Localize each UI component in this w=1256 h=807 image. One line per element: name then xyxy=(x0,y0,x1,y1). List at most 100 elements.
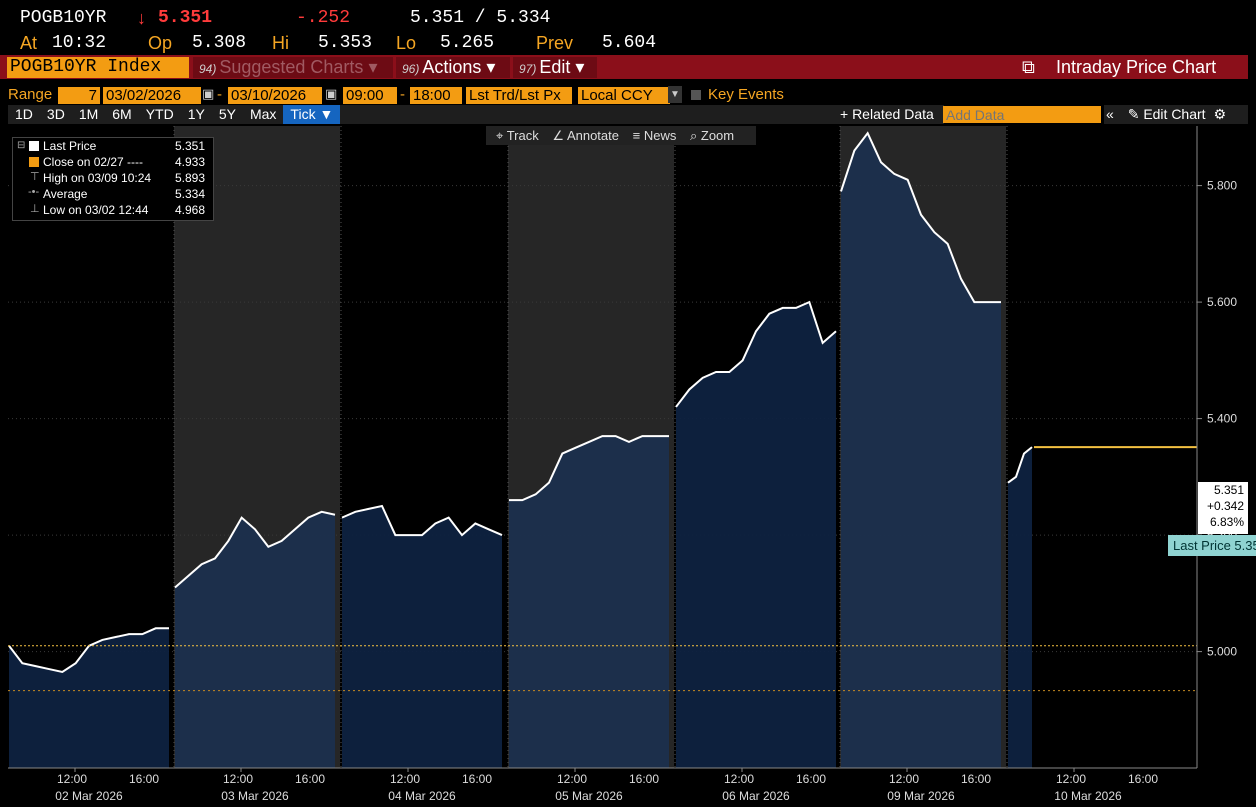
time: 10:32 xyxy=(52,33,107,53)
legend-high-value: 5.893 xyxy=(175,171,206,185)
menu-number: 97) xyxy=(519,62,537,76)
last-price-swatch xyxy=(29,141,39,151)
high-value: 5.353 xyxy=(318,33,373,53)
open-label: Op xyxy=(148,33,173,53)
zoom-icon[interactable]: ⌕ xyxy=(689,128,698,143)
period-5y[interactable]: 5Y xyxy=(218,106,236,122)
chart-legend[interactable]: ⊟ Last Price 5.351 Close on 02/27 ---- 4… xyxy=(12,137,214,221)
x-date-label: 05 Mar 2026 xyxy=(555,789,623,803)
news-button[interactable]: News xyxy=(643,128,677,143)
legend-average-label: Average xyxy=(43,187,88,201)
edit-chart-button[interactable]: Edit Chart xyxy=(1143,106,1206,122)
actions-label: Actions xyxy=(422,57,482,77)
range-label: Range xyxy=(8,86,53,103)
period-1m[interactable]: 1M xyxy=(78,106,99,122)
add-data-input[interactable] xyxy=(943,106,1101,123)
x-date-label: 04 Mar 2026 xyxy=(388,789,456,803)
annotate-button[interactable]: Annotate xyxy=(566,128,619,143)
collapse-icon[interactable]: « xyxy=(1106,106,1114,122)
y-tick-label: 5.800 xyxy=(1207,179,1237,193)
bid-ask: 5.351 / 5.334 xyxy=(410,8,551,28)
x-time-label: 16:00 xyxy=(129,772,159,786)
zoom-button[interactable]: Zoom xyxy=(700,128,735,143)
price-mode-select[interactable]: Lst Trd/Lst Px xyxy=(466,87,572,104)
x-time-label: 12:00 xyxy=(57,772,87,786)
news-icon[interactable]: ≡ xyxy=(632,128,641,143)
pencil-icon[interactable]: ✎ xyxy=(1127,106,1140,122)
y-tick-label: 5.600 xyxy=(1207,295,1237,309)
x-time-label: 12:00 xyxy=(557,772,587,786)
period-3d[interactable]: 3D xyxy=(46,106,65,122)
period-6m[interactable]: 6M xyxy=(112,106,132,122)
edit-menu[interactable]: 97) Edit ▾ xyxy=(513,57,597,78)
legend-low-label: Low on 03/02 12:44 xyxy=(43,203,149,217)
actions-menu[interactable]: 96) Actions ▾ xyxy=(396,57,510,78)
reference-lines xyxy=(8,446,1197,692)
track-button[interactable]: Track xyxy=(506,128,539,143)
day-area xyxy=(676,302,836,768)
y-tick-label: 5.400 xyxy=(1207,412,1237,426)
period-1d[interactable]: 1D xyxy=(15,106,33,122)
chevron-down-icon: ▾ xyxy=(575,57,585,77)
currency-select[interactable]: Local CCY xyxy=(578,87,670,104)
x-date-label: 03 Mar 2026 xyxy=(221,789,289,803)
menu-number: 96) xyxy=(402,62,420,76)
low-marker-icon: ⊥ xyxy=(30,203,40,215)
legend-close-label: Close on 02/27 ---- xyxy=(43,155,144,169)
x-date-label: 09 Mar 2026 xyxy=(887,789,955,803)
time-dash: - xyxy=(400,86,405,103)
track-icon[interactable]: ⌖ xyxy=(496,128,504,143)
period-1y[interactable]: 1Y xyxy=(187,106,205,122)
x-date-label: 10 Mar 2026 xyxy=(1054,789,1122,803)
period-tabs: 1D 3D 1M 6M YTD 1Y 5Y Max Tick ▼ xyxy=(8,105,374,124)
start-time-field[interactable]: 09:00 xyxy=(343,87,397,104)
calendar-icon[interactable]: ▣ xyxy=(325,86,338,101)
gear-icon[interactable]: ⚙ xyxy=(1213,106,1227,122)
collapse-legend-icon[interactable]: ⊟ xyxy=(17,140,26,151)
ticker: POGB10YR xyxy=(20,8,107,28)
range-dash: - xyxy=(217,86,222,103)
net-change: -.252 xyxy=(296,8,351,28)
period-max[interactable]: Max xyxy=(249,106,277,122)
annotate-icon[interactable]: ∠ xyxy=(552,128,565,143)
toolbar-spacer xyxy=(374,105,836,124)
menu-number: 94) xyxy=(199,62,217,76)
price-line xyxy=(1007,446,1033,484)
last-box-price: 5.351 xyxy=(1213,483,1244,497)
average-marker-icon: -•- xyxy=(28,186,40,198)
open-external-icon[interactable]: ⧉ xyxy=(1022,57,1035,77)
day-area xyxy=(342,505,502,768)
x-time-label: 16:00 xyxy=(295,772,325,786)
chevron-down-icon: ▾ xyxy=(486,57,496,77)
related-data-button[interactable]: + Related Data xyxy=(836,105,944,124)
day-area xyxy=(175,511,335,768)
end-time-field[interactable]: 18:00 xyxy=(410,87,462,104)
end-date-field[interactable]: 03/10/2026 xyxy=(228,87,322,104)
last-price: 5.351 xyxy=(158,8,213,28)
open-value: 5.308 xyxy=(192,33,247,53)
start-date-field[interactable]: 03/02/2026 xyxy=(103,87,201,104)
day-area xyxy=(9,628,169,768)
x-time-label: 12:00 xyxy=(724,772,754,786)
x-time-label: 12:00 xyxy=(1056,772,1086,786)
suggested-charts-menu[interactable]: 94) Suggested Charts ▾ xyxy=(193,57,393,78)
legend-high-label: High on 03/09 10:24 xyxy=(43,171,152,185)
period-ytd[interactable]: YTD xyxy=(145,106,174,122)
range-days-field[interactable]: 7 xyxy=(58,87,100,104)
last-box-pct: 6.83% xyxy=(1209,515,1244,529)
low-value: 5.265 xyxy=(440,33,495,53)
legend-last-label: Last Price xyxy=(43,139,97,153)
calendar-icon[interactable]: ▣ xyxy=(202,86,215,101)
x-date-label: 02 Mar 2026 xyxy=(55,789,123,803)
tick-selector[interactable]: Tick ▼ xyxy=(283,105,341,124)
key-events-label: Key Events xyxy=(708,86,784,103)
key-events-checkbox[interactable] xyxy=(691,90,701,100)
chevron-down-icon[interactable]: ▼ xyxy=(668,86,682,103)
price-line xyxy=(840,131,1001,304)
legend-last-value: 5.351 xyxy=(175,139,206,153)
security-field[interactable]: POGB10YR Index xyxy=(7,57,189,78)
x-time-label: 16:00 xyxy=(1128,772,1158,786)
at-label: At xyxy=(20,33,38,53)
